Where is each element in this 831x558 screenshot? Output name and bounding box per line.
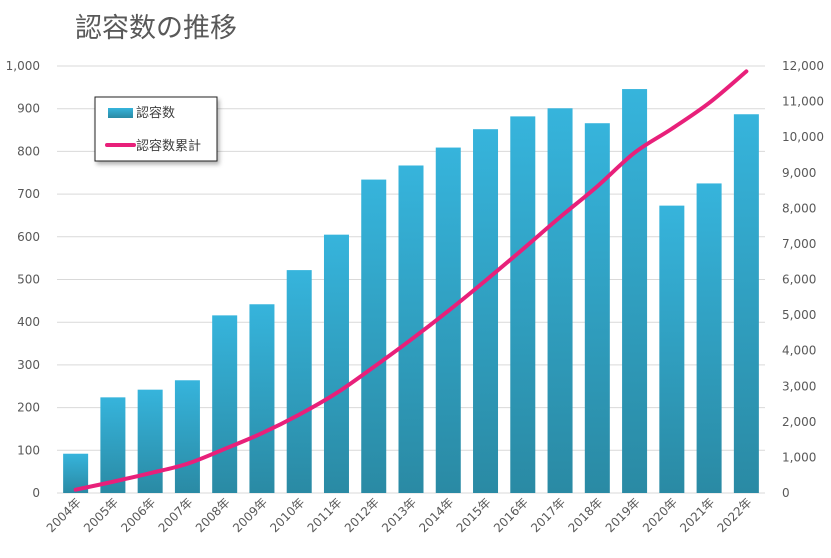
x-tick-label: 2014年 (416, 495, 456, 535)
left-tick-label: 1,000 (6, 59, 40, 73)
left-tick-label: 600 (17, 230, 40, 244)
bar (399, 165, 424, 493)
bar (287, 270, 312, 493)
bar (510, 116, 535, 493)
bar (138, 390, 163, 493)
legend-bar-label: 認容数 (136, 105, 175, 121)
chart-title: 認容数の推移 (75, 13, 237, 44)
legend-bar-swatch (108, 108, 133, 118)
right-tick-label: 12,000 (782, 59, 824, 73)
right-tick-label: 11,000 (782, 95, 824, 109)
left-tick-label: 800 (17, 144, 40, 158)
left-tick-label: 700 (17, 187, 40, 201)
legend-line-label: 認容数累計 (136, 138, 201, 154)
right-tick-label: 3,000 (782, 379, 816, 393)
right-tick-label: 4,000 (782, 344, 816, 358)
bar (361, 180, 386, 493)
x-tick-label: 2011年 (305, 495, 345, 535)
left-tick-label: 500 (17, 273, 40, 287)
x-tick-label: 2010年 (267, 495, 307, 535)
bar (697, 183, 722, 493)
x-tick-label: 2018年 (565, 495, 605, 535)
bar (249, 304, 274, 493)
bar (659, 206, 684, 493)
right-axis: 0 1,000 2,000 3,000 4,000 5,000 6,000 7,000 8,00… (782, 59, 824, 500)
right-tick-label: 10,000 (782, 130, 824, 144)
bar (212, 315, 237, 493)
right-tick-label: 1,000 (782, 450, 816, 464)
x-tick-label: 2017年 (528, 495, 568, 535)
right-tick-label: 6,000 (782, 273, 816, 287)
x-tick-label: 2013年 (379, 495, 419, 535)
x-tick-label: 2015年 (454, 495, 494, 535)
x-tick-label: 2004年 (44, 495, 84, 535)
bar (175, 380, 200, 493)
left-tick-label: 100 (17, 443, 40, 457)
right-tick-label: 7,000 (782, 237, 816, 251)
bar (622, 89, 647, 493)
right-tick-label: 9,000 (782, 166, 816, 180)
left-tick-label: 0 (32, 486, 40, 500)
right-tick-label: 5,000 (782, 308, 816, 322)
x-tick-label: 2021年 (677, 495, 717, 535)
legend: 認容数 認容数累計 (95, 97, 217, 161)
right-tick-label: 8,000 (782, 201, 816, 215)
right-tick-label: 0 (782, 486, 790, 500)
bar (324, 235, 349, 493)
x-axis: 2004年2005年2006年2007年2008年2009年2010年2011年… (44, 495, 755, 535)
right-tick-label: 2,000 (782, 415, 816, 429)
x-tick-label: 2005年 (81, 495, 121, 535)
x-tick-label: 2019年 (603, 495, 643, 535)
left-tick-label: 400 (17, 315, 40, 329)
x-tick-label: 2009年 (230, 495, 270, 535)
x-tick-label: 2008年 (193, 495, 233, 535)
left-tick-label: 300 (17, 358, 40, 372)
bar (548, 108, 573, 493)
x-tick-label: 2012年 (342, 495, 382, 535)
x-tick-label: 2007年 (156, 495, 196, 535)
x-tick-label: 2020年 (640, 495, 680, 535)
left-axis: 0 100 200 300 400 500 600 700 800 900 1,000 (6, 59, 40, 500)
bar (734, 114, 759, 493)
x-tick-label: 2022年 (715, 495, 755, 535)
x-tick-label: 2016年 (491, 495, 531, 535)
bar (473, 129, 498, 493)
x-tick-label: 2006年 (118, 495, 158, 535)
left-tick-label: 900 (17, 102, 40, 116)
left-tick-label: 200 (17, 401, 40, 415)
